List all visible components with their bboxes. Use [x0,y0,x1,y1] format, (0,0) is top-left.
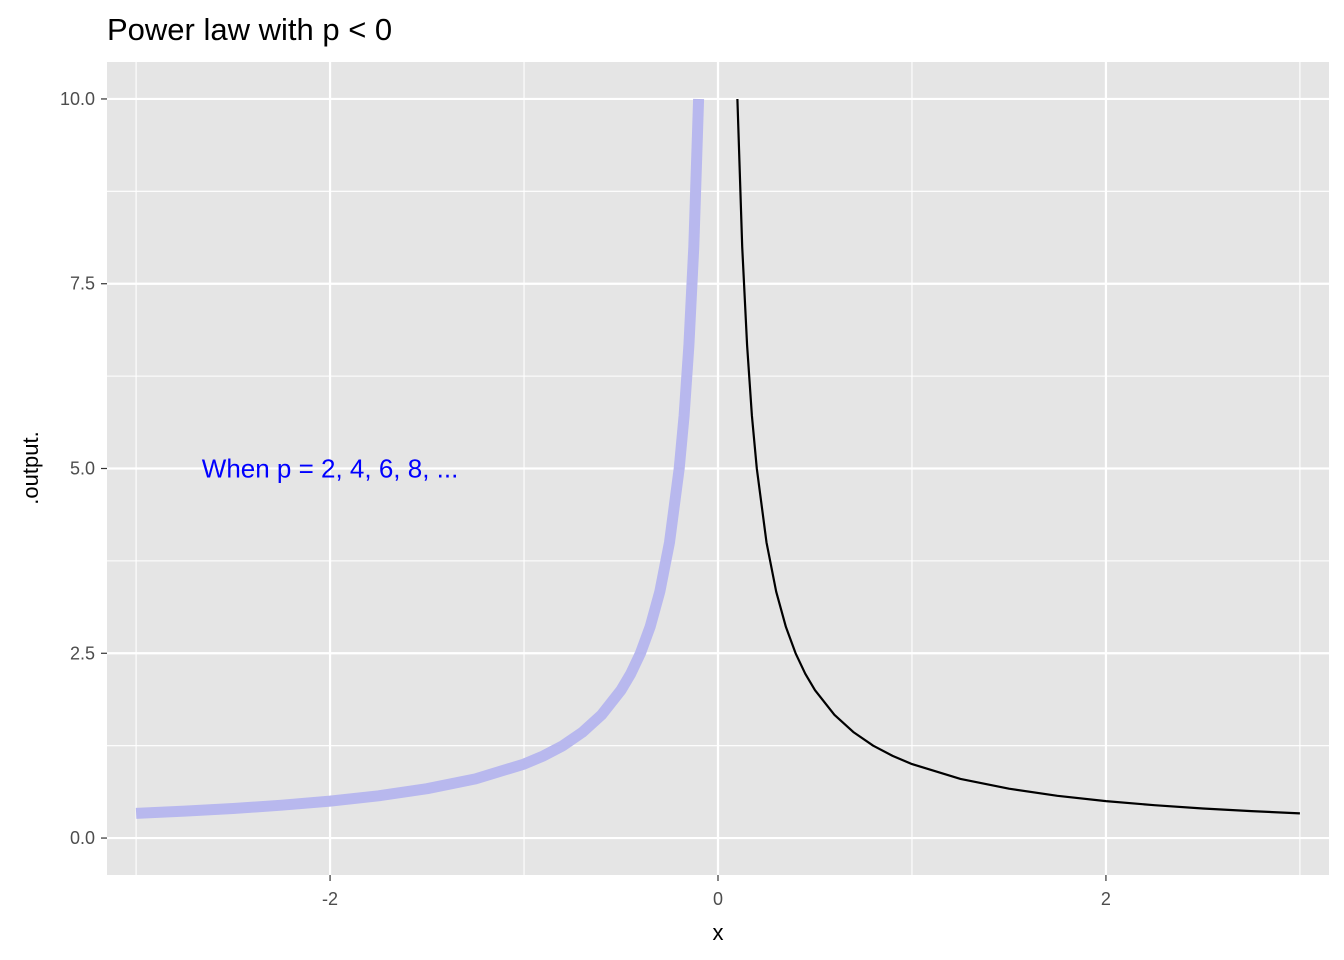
y-tick-label: 0.0 [70,828,95,848]
series-line-1 [135,98,705,819]
annotation-layer: When p = 2, 4, 6, 8, ... [202,454,459,484]
annotation-label: When p = 2, 4, 6, 8, ... [202,454,459,484]
major-grid [107,62,1329,875]
x-tick-label: 2 [1101,889,1111,909]
x-axis-title: x [713,920,724,945]
series-layer [135,98,1300,819]
y-tick-label: 10.0 [60,89,95,109]
chart-title: Power law with p < 0 [107,12,392,47]
x-axis: -2 0 2 [322,875,1111,909]
y-tick-label: 2.5 [70,643,95,663]
x-tick-label: -2 [322,889,338,909]
y-tick-label: 7.5 [70,274,95,294]
x-tick-label: 0 [713,889,723,909]
y-axis-title: .output. [18,431,43,504]
y-tick-label: 5.0 [70,459,95,479]
y-axis: 0.0 2.5 5.0 7.5 10.0 [60,89,107,848]
series-line-2 [736,98,1300,815]
